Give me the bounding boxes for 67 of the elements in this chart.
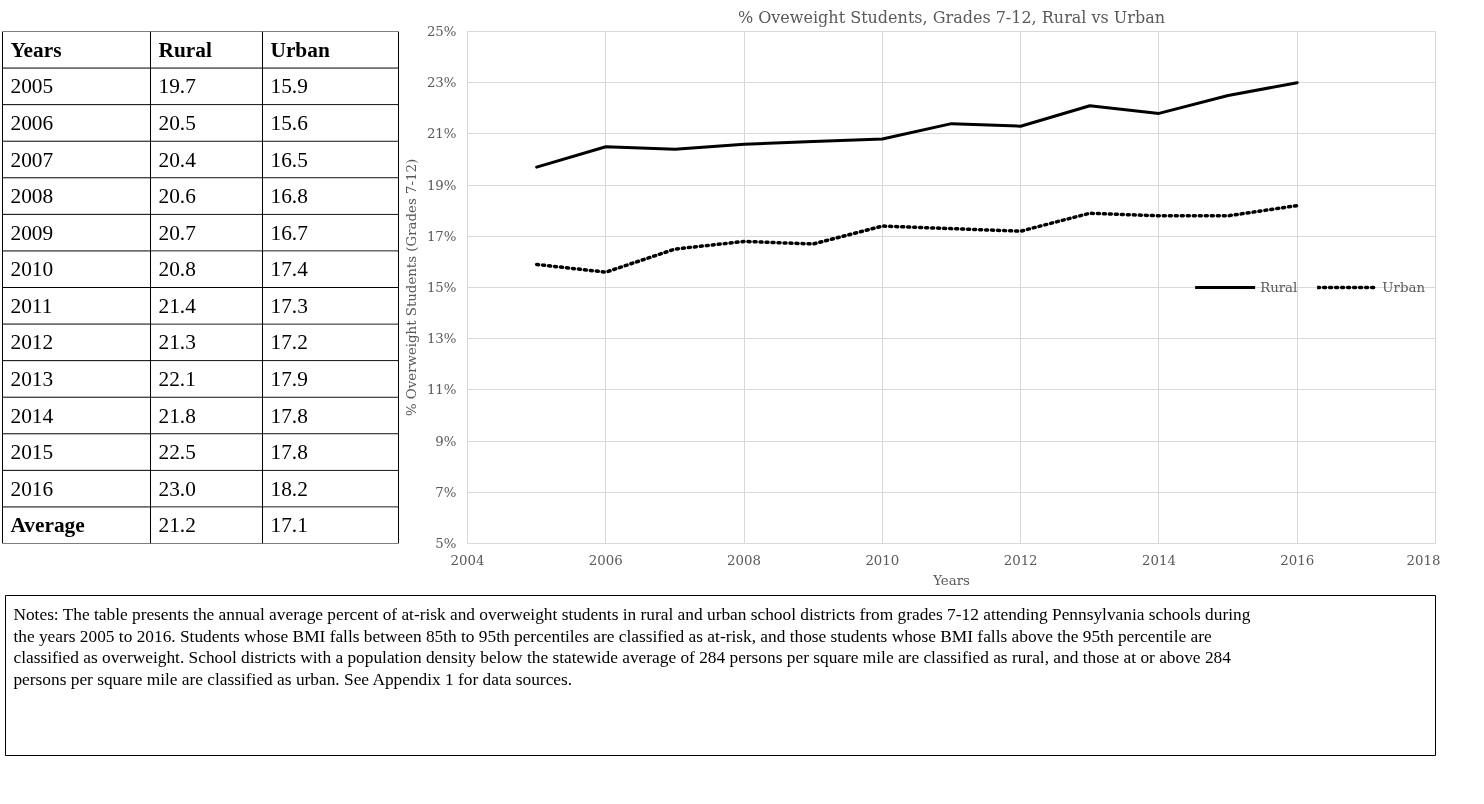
y-tick-label: 21% (426, 126, 457, 142)
data-label: 17.4 (270, 257, 309, 282)
data-label: 17.1 (270, 513, 308, 538)
chart-title: % Oveweight Students, Grades 7-12, Rural vs Urban (737, 7, 1166, 27)
data-label: 18.2 (270, 476, 308, 501)
data-label: 16.5 (270, 147, 308, 172)
data-label: 20.4 (158, 147, 197, 172)
data-label: 21.3 (158, 330, 196, 355)
x-tick-label: 2018 (1406, 552, 1441, 568)
x-tick-label: 2010 (865, 552, 900, 568)
data-label: 21.4 (158, 293, 197, 318)
y-tick-label: 2010 (10, 257, 54, 282)
y-tick-label: 15% (426, 280, 457, 295)
data-label: 22.1 (158, 366, 196, 391)
data-label: 23.0 (158, 476, 196, 501)
data-label: 15.6 (270, 110, 309, 135)
data-label: 20.7 (158, 220, 197, 245)
x-tick-label: 2008 (727, 552, 762, 568)
y-tick-label: 2014 (10, 403, 54, 428)
data-label: 20.8 (158, 257, 196, 282)
y-tick-label: 23% (426, 75, 457, 91)
data-label: 17.2 (270, 330, 308, 355)
data-label: 16.7 (270, 220, 309, 245)
data-label: 22.5 (158, 440, 196, 465)
y-tick-label: 2013 (10, 366, 54, 391)
legend-label: Urban (1382, 279, 1425, 295)
x-tick-label: 2004 (450, 552, 485, 568)
data-label: 17.8 (270, 440, 308, 465)
data-label: 17.8 (270, 403, 308, 428)
y-tick-label: 17% (426, 228, 457, 244)
data-label: 17.3 (270, 293, 308, 318)
y-tick-label: 19% (426, 177, 457, 193)
data-label: 17.9 (270, 366, 308, 391)
y-tick-label: 2005 (10, 74, 54, 99)
data-label: 21.8 (158, 403, 196, 428)
data-label: 15.9 (270, 74, 308, 99)
y-tick-label: 2016 (10, 476, 54, 501)
data-label: 21.2 (158, 513, 196, 538)
data-label: 20.5 (158, 110, 196, 135)
y-tick-label: 2007 (10, 147, 54, 172)
y-tick-label: 13% (426, 331, 457, 347)
line-series (535, 81, 1299, 169)
y-tick-label: Average (10, 513, 85, 538)
x-tick-label: 2014 (1141, 552, 1176, 568)
y-axis-title: % Overweight Students (Grades 7-12) (403, 158, 419, 417)
y-tick-label: 11% (426, 382, 457, 398)
data-label: 16.8 (270, 184, 308, 209)
y-tick-label: 2006 (10, 110, 54, 135)
legend-label: Rural (1260, 279, 1298, 295)
y-axis-title: Years (10, 37, 62, 62)
y-tick-label: 2008 (10, 184, 54, 209)
y-tick-label: 2012 (10, 330, 54, 355)
x-tick-label: 2006 (588, 552, 623, 568)
y-tick-label: 9% (435, 433, 457, 449)
text: Notes: The table presents the annual average percent of at-risk and overweight students in rural and urban school districts from grades 7-12 attending Pennsylvania schools during the years 2005 to 2016. Students whose BMI falls between 85th to 95th percentiles are classified as at-risk, and those students whose BMI falls above the 95th percentile are classified as overweight. School districts with a population density below the statewide average of 284 persons per square mile are classified as rural, and those at or above 284 persons per square mile are classified as urban. See Appendix 1 for data sources. (13, 604, 1251, 689)
x-axis-title: Years (932, 572, 970, 588)
y-tick-label: 2015 (10, 440, 54, 465)
data-label: 20.6 (158, 184, 197, 209)
y-tick-label: 5% (435, 536, 457, 551)
x-tick-label: 2016 (1280, 552, 1315, 568)
y-tick-label: 7% (435, 484, 457, 500)
data-label: 19.7 (158, 74, 197, 99)
line-series (534, 203, 1299, 274)
y-tick-label: 25% (426, 24, 457, 39)
y-tick-label: 2011 (10, 293, 53, 318)
y-tick-label: 2009 (10, 220, 54, 245)
x-tick-label: 2012 (1003, 552, 1038, 568)
